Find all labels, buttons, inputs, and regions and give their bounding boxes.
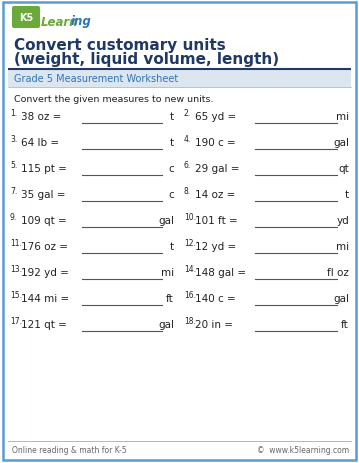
Text: 144 mi =: 144 mi = xyxy=(21,294,69,304)
Text: 4.: 4. xyxy=(184,135,191,144)
Text: 38 oz =: 38 oz = xyxy=(21,112,61,122)
Text: 29 gal =: 29 gal = xyxy=(195,164,239,174)
Text: yd: yd xyxy=(336,216,349,226)
Text: gal: gal xyxy=(158,320,174,330)
Text: 192 yd =: 192 yd = xyxy=(21,268,69,278)
Text: Learn: Learn xyxy=(41,15,79,28)
FancyBboxPatch shape xyxy=(3,3,356,460)
Text: 35 gal =: 35 gal = xyxy=(21,190,65,200)
Text: c: c xyxy=(168,190,174,200)
Text: Grade 5 Measurement Worksheet: Grade 5 Measurement Worksheet xyxy=(14,74,178,84)
Text: 18.: 18. xyxy=(184,317,196,326)
Text: mi: mi xyxy=(161,268,174,278)
Text: t: t xyxy=(345,190,349,200)
Text: 15.: 15. xyxy=(10,291,22,300)
Text: ©  www.k5learning.com: © www.k5learning.com xyxy=(257,445,349,454)
Text: gal: gal xyxy=(158,216,174,226)
Text: c: c xyxy=(168,164,174,174)
Text: 121 qt =: 121 qt = xyxy=(21,320,67,330)
Text: 6.: 6. xyxy=(184,161,191,170)
Text: t: t xyxy=(170,242,174,252)
Text: qt: qt xyxy=(338,164,349,174)
Text: t: t xyxy=(170,112,174,122)
Text: mi: mi xyxy=(336,242,349,252)
Text: 10.: 10. xyxy=(184,213,196,222)
Text: fl oz: fl oz xyxy=(327,268,349,278)
Text: 14 oz =: 14 oz = xyxy=(195,190,236,200)
Text: 8.: 8. xyxy=(184,187,191,196)
Text: ft: ft xyxy=(341,320,349,330)
Text: gal: gal xyxy=(333,294,349,304)
Text: ing: ing xyxy=(71,15,92,28)
Bar xyxy=(8,70,351,88)
Text: t: t xyxy=(170,138,174,148)
Text: mi: mi xyxy=(336,112,349,122)
Text: K5: K5 xyxy=(19,13,33,23)
Text: 148 gal =: 148 gal = xyxy=(195,268,246,278)
Text: 9.: 9. xyxy=(10,213,17,222)
Text: 7.: 7. xyxy=(10,187,17,196)
Text: (weight, liquid volume, length): (weight, liquid volume, length) xyxy=(14,52,279,67)
Text: 115 pt =: 115 pt = xyxy=(21,164,67,174)
Text: 17.: 17. xyxy=(10,317,22,326)
Text: 140 c =: 140 c = xyxy=(195,294,236,304)
Text: 190 c =: 190 c = xyxy=(195,138,236,148)
Text: 176 oz =: 176 oz = xyxy=(21,242,68,252)
Text: 1.: 1. xyxy=(10,109,17,118)
Text: 14.: 14. xyxy=(184,265,196,274)
Text: 20 in =: 20 in = xyxy=(195,320,233,330)
Text: 65 yd =: 65 yd = xyxy=(195,112,236,122)
Text: Convert customary units: Convert customary units xyxy=(14,38,226,53)
FancyBboxPatch shape xyxy=(12,7,40,29)
Text: 3.: 3. xyxy=(10,135,17,144)
Text: 11.: 11. xyxy=(10,239,22,248)
Text: 12 yd =: 12 yd = xyxy=(195,242,236,252)
Text: Online reading & math for K-5: Online reading & math for K-5 xyxy=(12,445,127,454)
Text: 13.: 13. xyxy=(10,265,22,274)
Text: 2.: 2. xyxy=(184,109,191,118)
Text: 12.: 12. xyxy=(184,239,196,248)
Text: 64 lb =: 64 lb = xyxy=(21,138,59,148)
Text: ft: ft xyxy=(166,294,174,304)
Text: 109 qt =: 109 qt = xyxy=(21,216,67,226)
Text: gal: gal xyxy=(333,138,349,148)
Text: Convert the given measures to new units.: Convert the given measures to new units. xyxy=(14,95,214,104)
Text: 101 ft =: 101 ft = xyxy=(195,216,238,226)
Text: 16.: 16. xyxy=(184,291,196,300)
Text: 5.: 5. xyxy=(10,161,17,170)
